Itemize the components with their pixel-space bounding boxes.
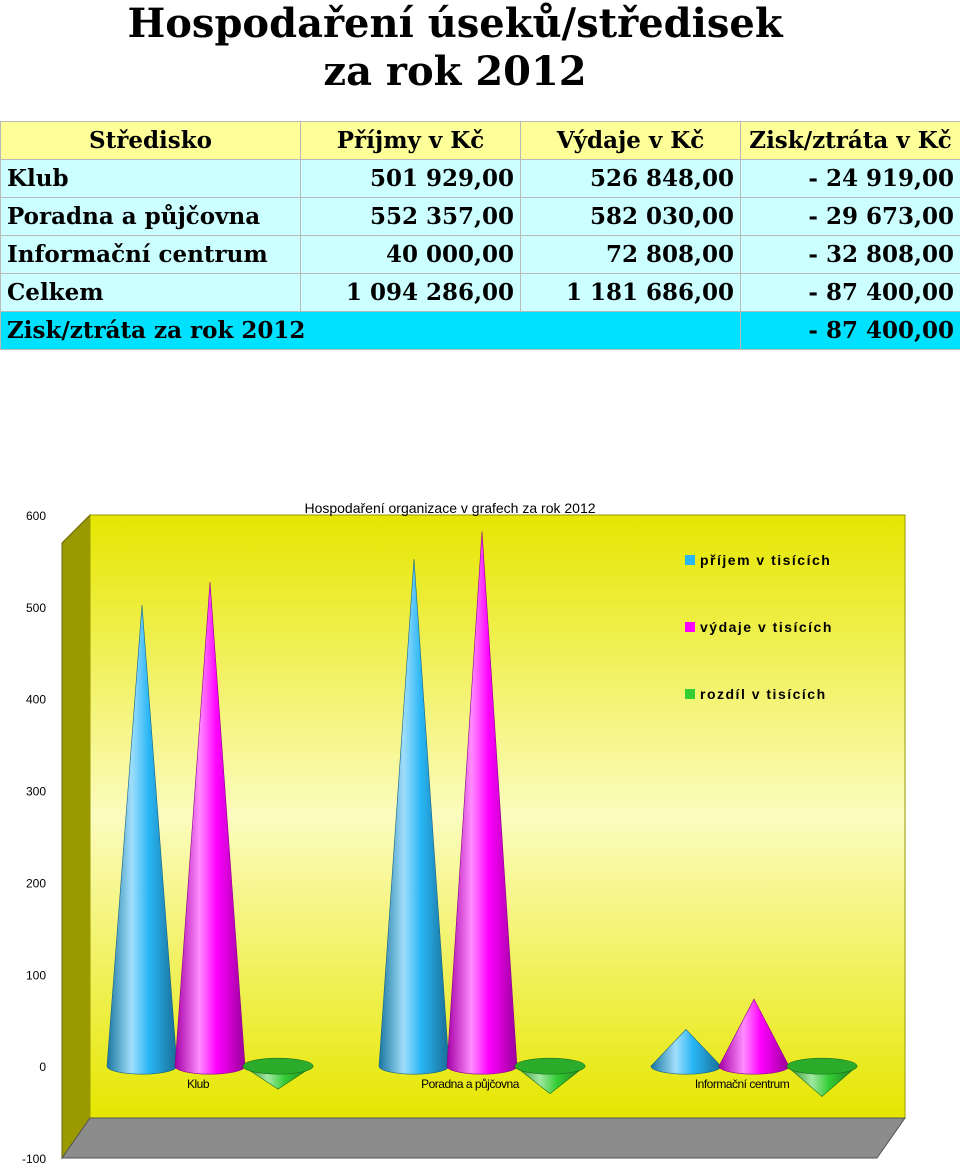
profit-cell: - 29 673,00: [741, 198, 960, 236]
y-tick-label: 600: [26, 509, 46, 523]
row-label: Klub: [1, 160, 301, 198]
x-tick-label: Poradna a půjčovna: [421, 1077, 520, 1091]
profit-cell: - 24 919,00: [741, 160, 960, 198]
legend-label: příjem v tisících: [700, 552, 831, 568]
total-row: Zisk/ztráta za rok 2012 - 87 400,00: [1, 312, 960, 350]
y-tick-label: 100: [26, 968, 46, 982]
row-label: Celkem: [1, 274, 301, 312]
title-line-2: za rok 2012: [0, 48, 910, 96]
row-label: Poradna a půjčovna: [1, 198, 301, 236]
chart-title: Hospodaření organizace v grafech za rok …: [304, 500, 595, 516]
income-cell: 1 094 286,00: [301, 274, 521, 312]
income-cell: 40 000,00: [301, 236, 521, 274]
legend-label: výdaje v tisících: [700, 619, 833, 635]
income-cell: 501 929,00: [301, 160, 521, 198]
table-row: Informační centrum 40 000,00 72 808,00 -…: [1, 236, 960, 274]
table-row: Celkem 1 094 286,00 1 181 686,00 - 87 40…: [1, 274, 960, 312]
cone-base: [243, 1058, 313, 1074]
profit-cell: - 32 808,00: [741, 236, 960, 274]
expense-cell: 1 181 686,00: [521, 274, 741, 312]
table-row: Klub 501 929,00 526 848,00 - 24 919,00: [1, 160, 960, 198]
y-tick-label: 400: [26, 693, 46, 707]
expense-cell: 526 848,00: [521, 160, 741, 198]
table-row: Poradna a půjčovna 552 357,00 582 030,00…: [1, 198, 960, 236]
finance-table: Středisko Příjmy v Kč Výdaje v Kč Zisk/z…: [0, 121, 960, 350]
legend-swatch: [685, 555, 695, 565]
title-line-1: Hospodaření úseků/středisek: [0, 0, 910, 48]
x-tick-label: Informační centrum: [695, 1077, 790, 1091]
total-label: Zisk/ztráta za rok 2012: [1, 312, 741, 350]
header-cell: Středisko: [1, 122, 301, 160]
y-tick-label: -100: [22, 1152, 46, 1164]
cone-base: [515, 1058, 585, 1074]
cone-base: [787, 1058, 857, 1074]
row-label: Informační centrum: [1, 236, 301, 274]
legend-swatch: [685, 622, 695, 632]
total-value: - 87 400,00: [741, 312, 960, 350]
header-cell: Příjmy v Kč: [301, 122, 521, 160]
y-tick-label: 200: [26, 876, 46, 890]
y-tick-label: 500: [26, 601, 46, 615]
y-tick-label: 300: [26, 785, 46, 799]
expense-cell: 582 030,00: [521, 198, 741, 236]
legend-swatch: [685, 689, 695, 699]
side-wall: [62, 515, 90, 1158]
header-cell: Zisk/ztráta v Kč: [741, 122, 960, 160]
chart-container: -100 0 100 200 300 400 500 600 Klub Poradna a půj…: [0, 470, 960, 1164]
expense-cell: 72 808,00: [521, 236, 741, 274]
income-cell: 552 357,00: [301, 198, 521, 236]
x-tick-label: Klub: [187, 1077, 210, 1091]
table-header-row: Středisko Příjmy v Kč Výdaje v Kč Zisk/z…: [1, 122, 960, 160]
floor: [62, 1118, 905, 1158]
header-cell: Výdaje v Kč: [521, 122, 741, 160]
legend-label: rozdíl v tisících: [700, 686, 827, 702]
y-tick-label: 0: [39, 1060, 46, 1074]
cone-chart: -100 0 100 200 300 400 500 600 Klub Poradna a půj…: [0, 470, 960, 1164]
profit-cell: - 87 400,00: [741, 274, 960, 312]
